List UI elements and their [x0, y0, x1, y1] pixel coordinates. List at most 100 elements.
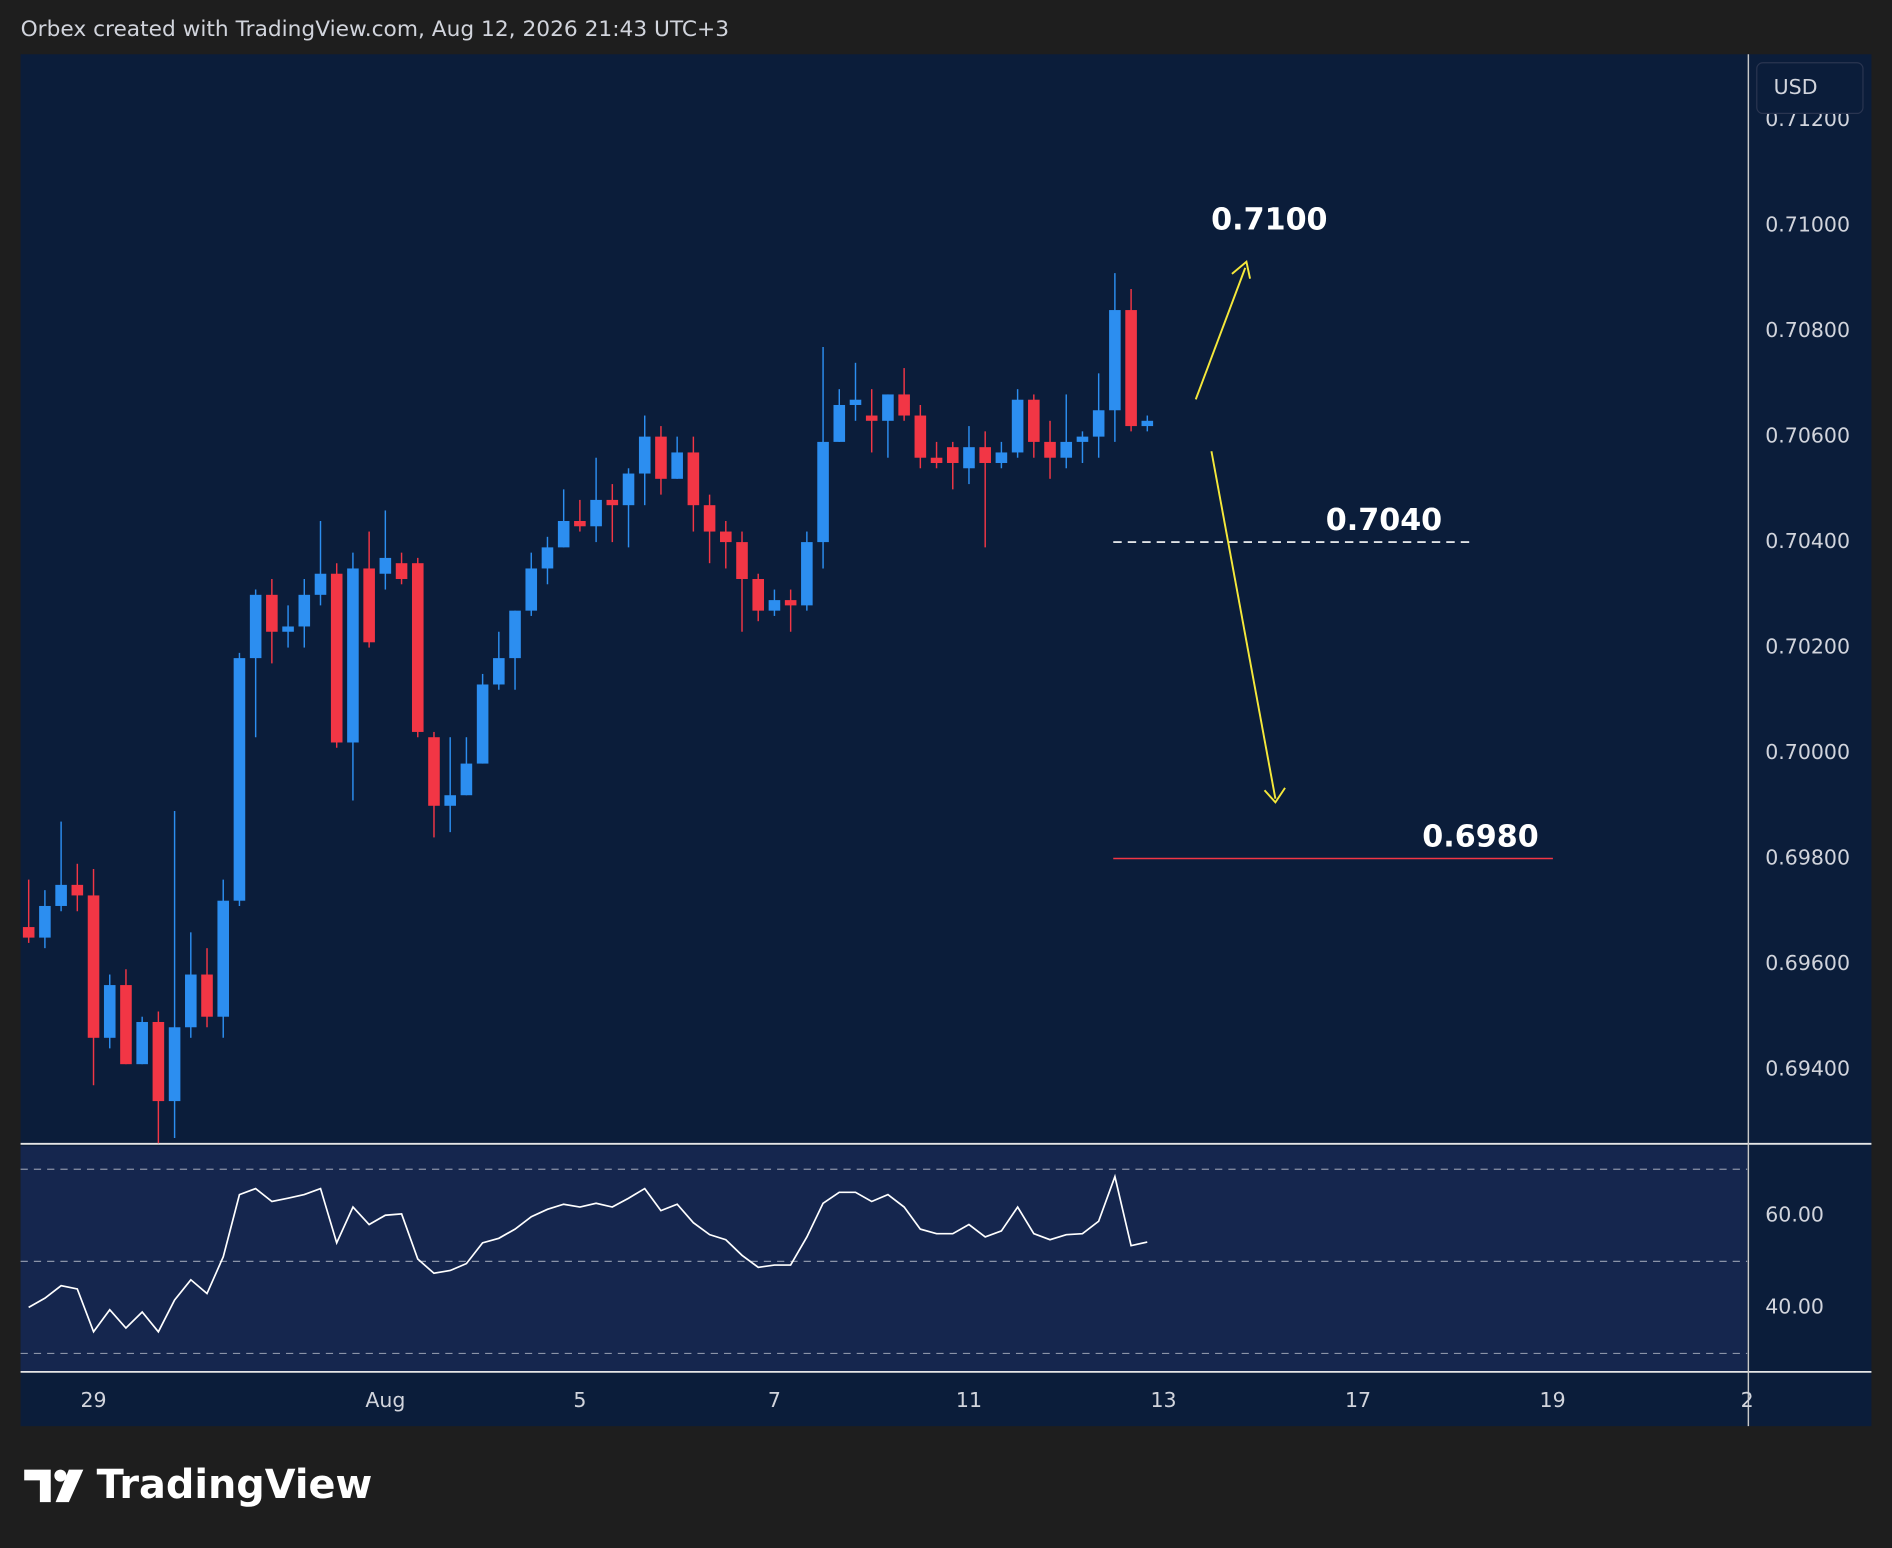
arrow-head	[1263, 787, 1286, 804]
candle-body	[590, 499, 602, 527]
x-tick-label: 17	[1345, 1388, 1371, 1412]
candle-body	[801, 542, 813, 606]
arrow	[1210, 451, 1277, 799]
candle-body	[87, 895, 100, 1038]
candle-body	[509, 610, 521, 659]
rsi-line	[28, 1173, 1148, 1334]
candle-body	[476, 684, 489, 764]
candle-body	[1125, 310, 1137, 427]
candle-body	[168, 1027, 181, 1102]
x-tick-label: 2	[1741, 1388, 1754, 1412]
candle-body	[833, 404, 846, 442]
x-tick-label: 11	[956, 1388, 982, 1412]
candle-body	[557, 521, 570, 548]
candle-body	[784, 600, 797, 606]
candle-body	[768, 600, 781, 611]
rsi-tick-label: 60.00	[1765, 1202, 1824, 1226]
rsi-pane	[20, 1146, 1748, 1372]
level-label: 0.6980	[1422, 819, 1538, 854]
candle-body	[55, 884, 67, 906]
candle-body	[395, 563, 408, 580]
rsi-tick-label: 40.00	[1765, 1294, 1824, 1318]
candle-body	[606, 499, 619, 506]
candle-body	[703, 505, 716, 532]
candle-body	[671, 452, 683, 479]
x-tick-label: 29	[80, 1388, 106, 1412]
y-tick-label: 0.70600	[1765, 424, 1850, 448]
arrow-head	[1231, 260, 1251, 279]
candle-body	[493, 658, 505, 685]
y-tick-label: 0.69600	[1765, 951, 1850, 975]
arrow	[1194, 267, 1247, 400]
currency[interactable]: USD	[1774, 75, 1818, 99]
y-tick-label: 0.69800	[1765, 846, 1850, 870]
brand-logo	[24, 1469, 84, 1503]
candle-body	[460, 763, 473, 796]
candle-body	[152, 1021, 165, 1102]
candle-body	[103, 985, 116, 1038]
candle-body	[330, 573, 343, 743]
y-tick-label: 0.71000	[1765, 213, 1850, 237]
candle-body	[22, 927, 35, 938]
candle-body	[120, 985, 132, 1065]
x-tick-label: Aug	[365, 1388, 405, 1412]
candle-body	[817, 441, 829, 543]
x-tick-label: 13	[1150, 1388, 1176, 1412]
candle-body	[963, 447, 975, 469]
candle-body	[314, 573, 327, 595]
level-label: 0.7040	[1326, 503, 1442, 538]
candle-body	[444, 795, 456, 806]
candle-body	[185, 974, 197, 1028]
y-tick-label: 0.70400	[1765, 529, 1850, 553]
candle-body	[298, 594, 311, 627]
x-tick-label: 5	[573, 1388, 586, 1412]
candle-body	[622, 473, 635, 506]
y-tick-label: 0.70800	[1765, 318, 1850, 342]
candle-body	[898, 394, 910, 416]
candle-body	[71, 884, 84, 896]
candle-body	[736, 542, 748, 580]
candle-body	[1076, 436, 1089, 442]
candle-body	[687, 452, 700, 506]
candle-body	[1044, 441, 1056, 458]
candle-body	[379, 557, 392, 574]
candle-body	[525, 568, 538, 611]
candle-body	[411, 563, 424, 732]
candle-body	[266, 594, 278, 632]
candle-body	[882, 394, 894, 421]
y-tick-label: 0.70200	[1765, 635, 1850, 659]
candle-body	[930, 457, 943, 463]
candle-body	[363, 568, 375, 643]
candle-body	[39, 905, 51, 938]
candle-body	[914, 415, 927, 458]
candle-body	[946, 447, 959, 463]
candle-body	[1011, 399, 1024, 453]
currency-box[interactable]	[1756, 62, 1864, 115]
candle-body	[249, 594, 262, 659]
candle-body	[233, 658, 246, 901]
candle-body	[1028, 399, 1040, 442]
x-tick-label: 19	[1540, 1388, 1566, 1412]
candle-body	[282, 626, 294, 632]
x-tick-label: 7	[768, 1388, 781, 1412]
y-tick-label: 0.69400	[1765, 1056, 1850, 1080]
header: Orbex created with TradingView.com, Aug …	[21, 17, 729, 42]
candle-body	[638, 436, 651, 474]
candle-body	[752, 579, 765, 611]
candle-body	[720, 531, 732, 543]
candle-body	[217, 900, 230, 1017]
candle-body	[136, 1021, 148, 1065]
candle-body	[1109, 310, 1121, 411]
candle-body	[1092, 410, 1105, 437]
brand: TradingView	[97, 1462, 373, 1508]
candle-body	[428, 737, 440, 806]
y-tick-label: 0.70000	[1765, 740, 1850, 764]
candle-body	[995, 452, 1008, 463]
candle-body	[849, 399, 862, 405]
candle-body	[1141, 420, 1154, 427]
candle-body	[541, 547, 554, 569]
candle-body	[655, 436, 667, 479]
candle-body	[574, 521, 586, 527]
candle-body	[201, 974, 213, 1017]
